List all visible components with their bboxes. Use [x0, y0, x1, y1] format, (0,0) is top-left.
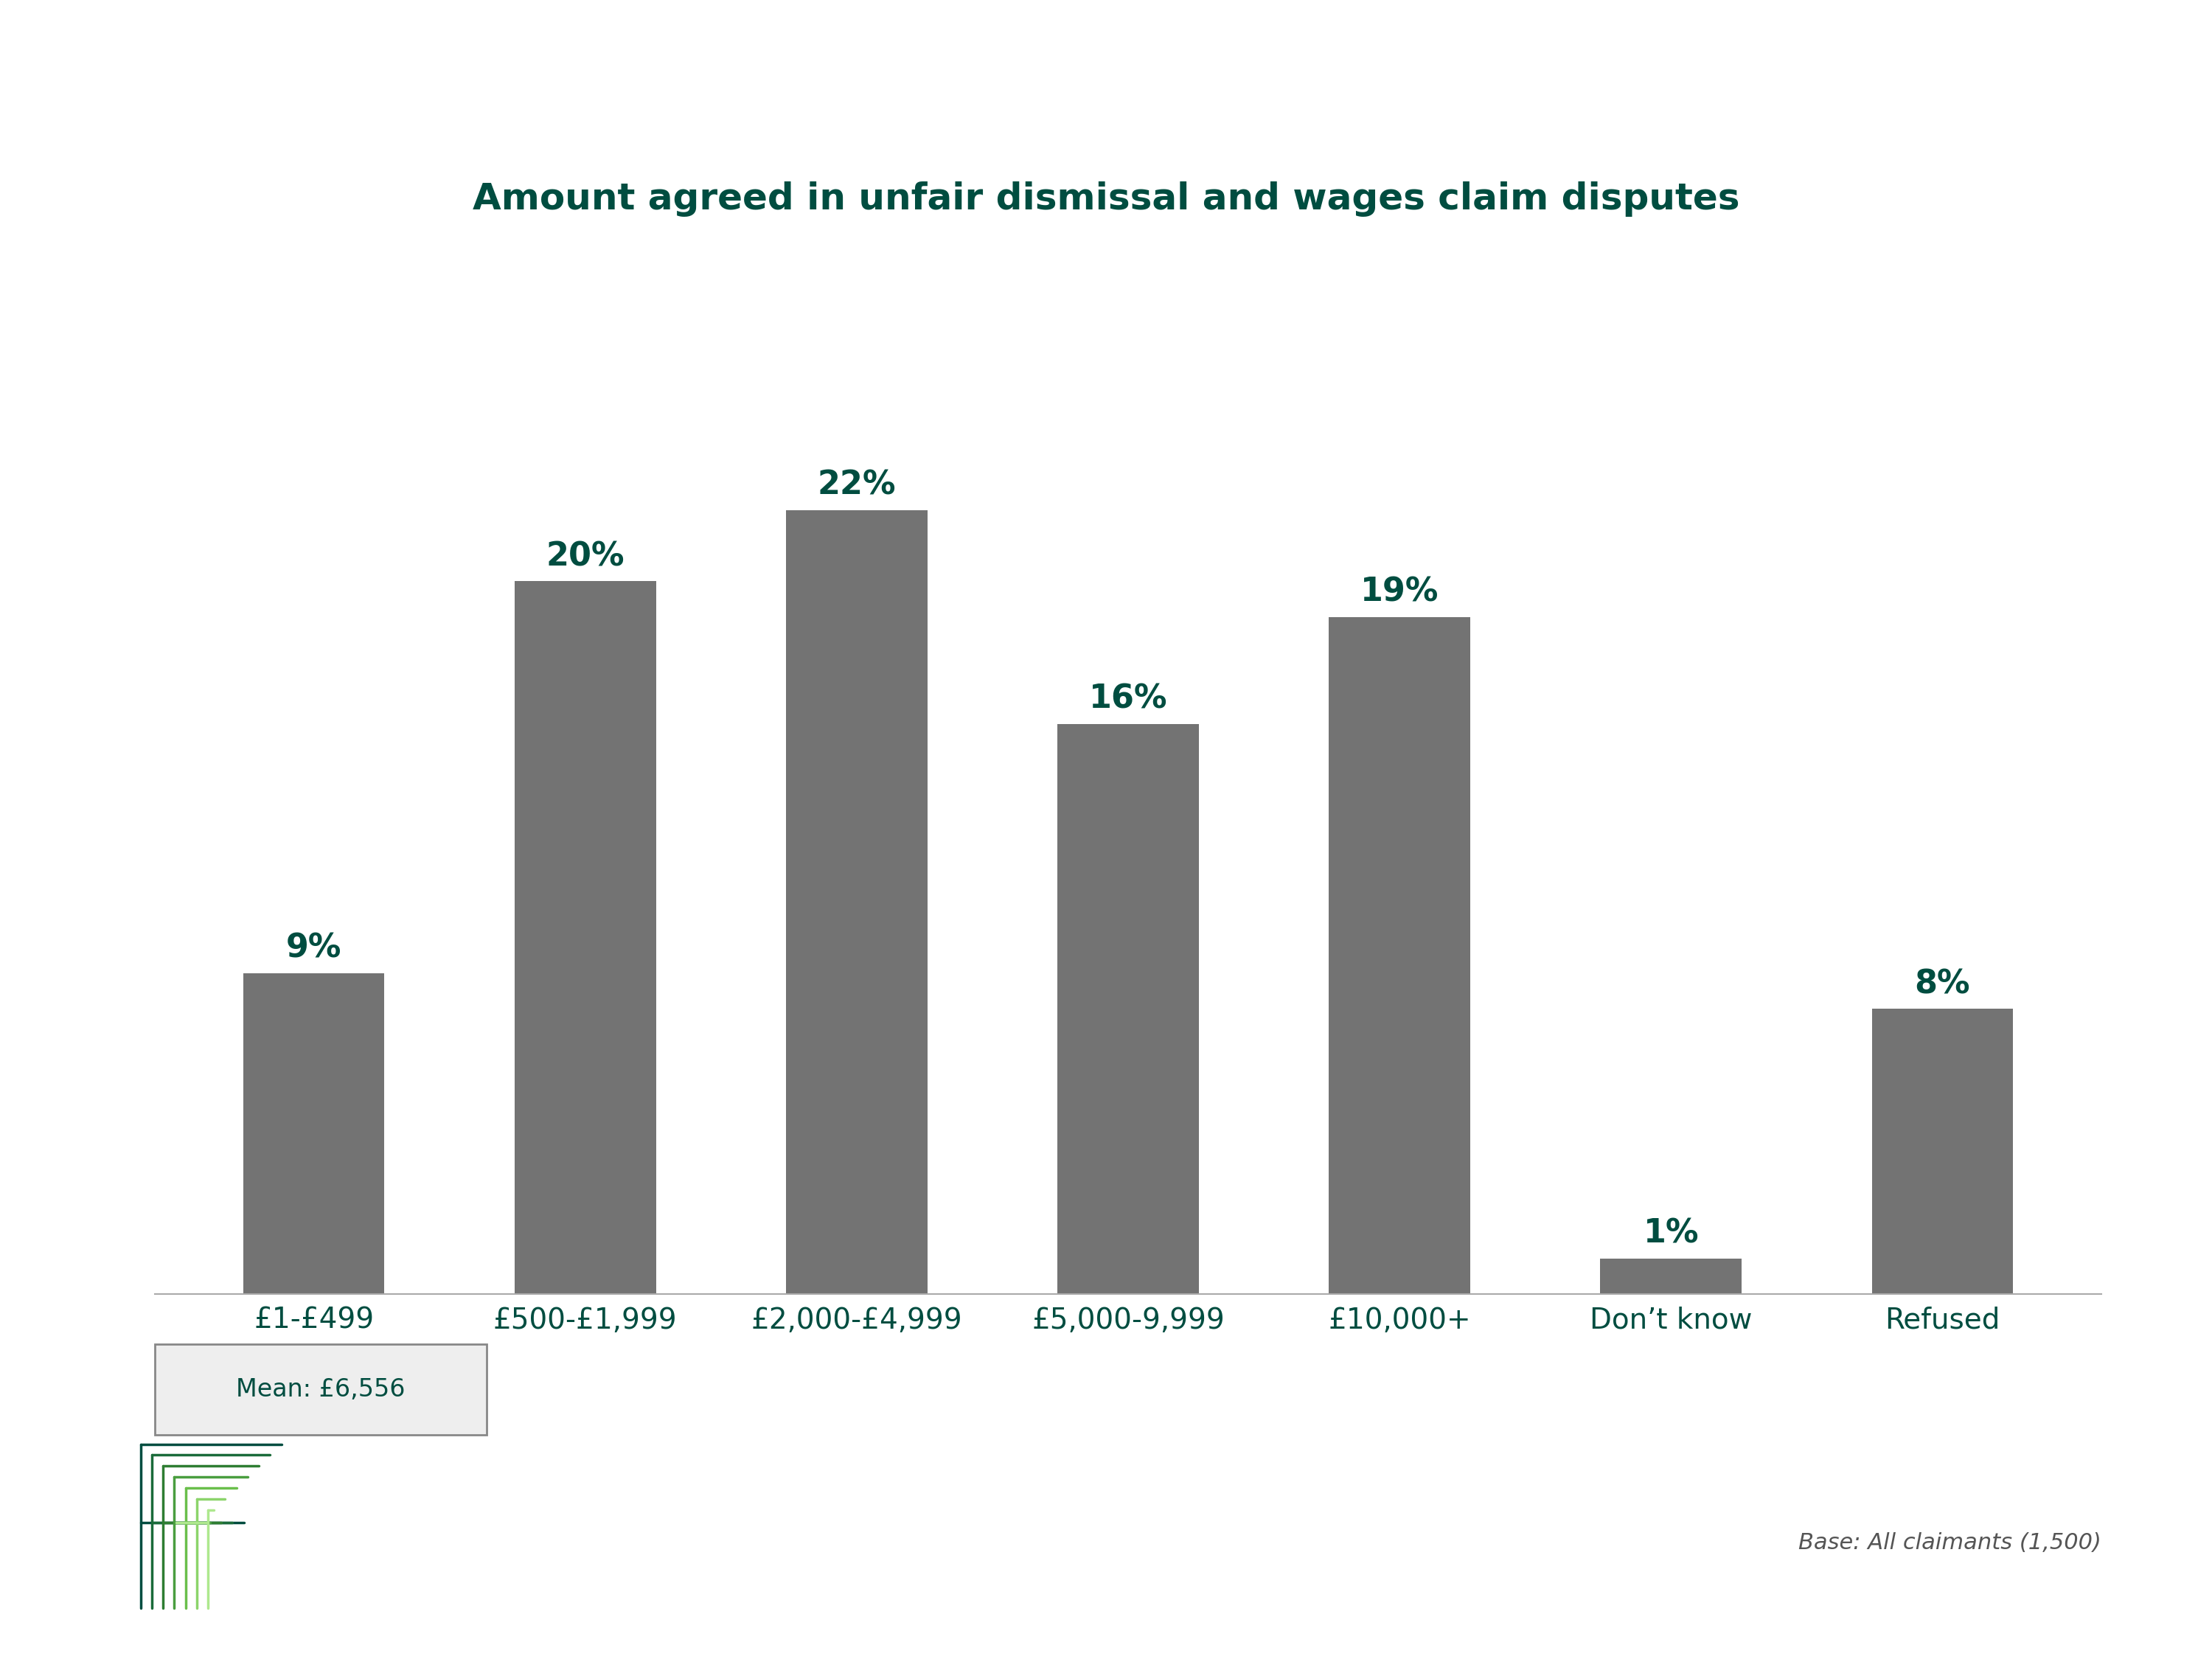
Text: Mean: £6,556: Mean: £6,556 [237, 1377, 405, 1402]
Text: 20%: 20% [546, 541, 624, 572]
FancyBboxPatch shape [155, 1344, 487, 1435]
Text: Amount agreed in unfair dismissal and wages claim disputes: Amount agreed in unfair dismissal and wa… [473, 181, 1739, 217]
Text: 16%: 16% [1088, 684, 1168, 715]
Bar [1057, 723, 1199, 1294]
Text: Base: All claimants (1,500): Base: All claimants (1,500) [1798, 1533, 2101, 1553]
Bar [785, 509, 927, 1294]
Bar [1329, 617, 1471, 1294]
Bar [515, 581, 657, 1294]
Text: 9%: 9% [285, 932, 341, 964]
Bar [1599, 1259, 1741, 1294]
Text: 1%: 1% [1644, 1218, 1699, 1249]
Bar [1871, 1009, 2013, 1294]
Bar [243, 974, 385, 1294]
Text: 22%: 22% [818, 469, 896, 501]
Text: 19%: 19% [1360, 576, 1438, 607]
Text: 8%: 8% [1916, 969, 1971, 1000]
